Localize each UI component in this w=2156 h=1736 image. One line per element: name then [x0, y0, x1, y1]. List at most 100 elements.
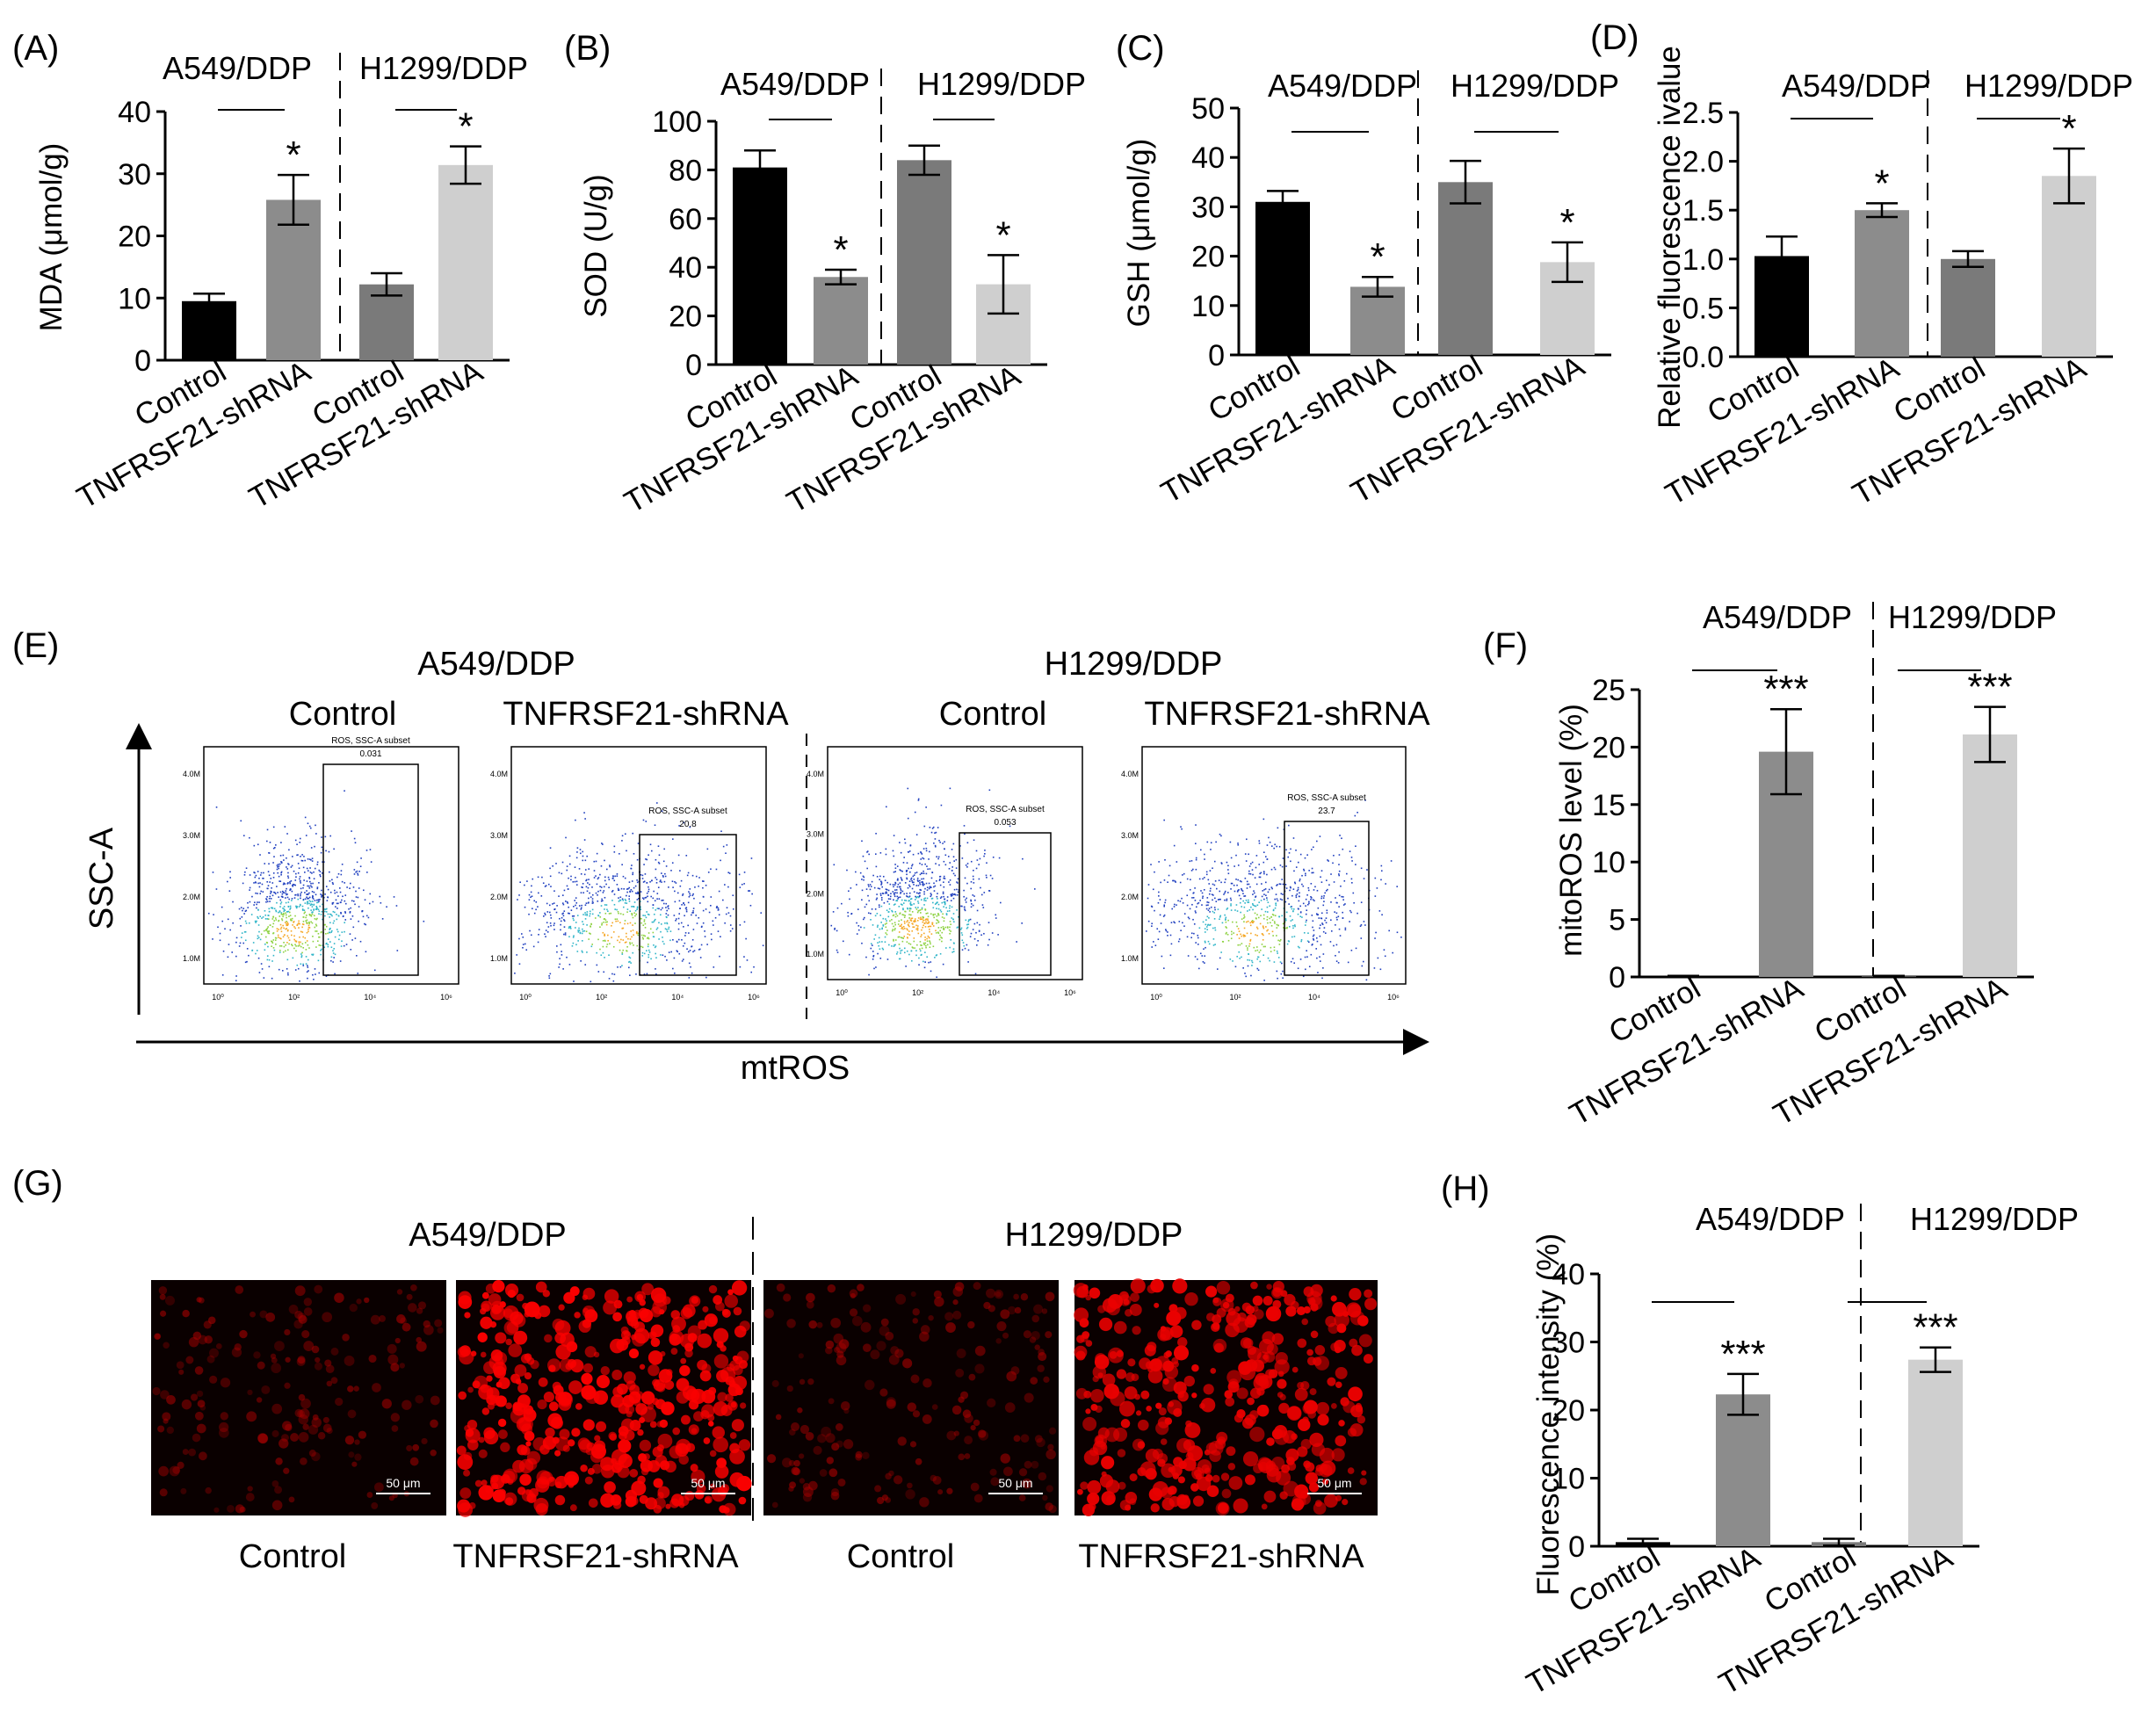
flow-event-dot [1279, 940, 1281, 942]
flow-event-dot [1343, 879, 1346, 882]
cell-signal [650, 1337, 661, 1348]
flow-event-dot [334, 889, 336, 892]
flow-event-dot [1225, 916, 1227, 919]
flow-event-dot [943, 875, 945, 878]
flow-event-dot [925, 913, 928, 915]
cell-signal [623, 1371, 636, 1385]
flow-event-dot [885, 891, 887, 893]
flow-event-dot [599, 948, 601, 951]
flow-event-dot [1177, 940, 1180, 943]
flow-event-dot [259, 893, 262, 894]
flow-event-dot [1319, 835, 1321, 837]
flow-event-dot [599, 926, 601, 929]
cell-signal [330, 1347, 339, 1356]
cell-signal [631, 1334, 637, 1341]
flow-event-dot [1281, 879, 1283, 880]
flow-event-dot [611, 937, 612, 938]
flow-event-dot [676, 892, 679, 894]
flow-x-tick: 10⁶ [1387, 993, 1400, 1002]
cell-signal [584, 1346, 597, 1358]
flow-event-dot [1259, 876, 1262, 879]
flow-event-dot [566, 956, 568, 958]
cell-signal [480, 1351, 487, 1358]
flow-event-dot [1206, 841, 1209, 843]
flow-event-dot [609, 943, 611, 945]
flow-event-dot [900, 937, 902, 939]
flow-event-dot [646, 892, 648, 894]
cell-signal [209, 1375, 218, 1384]
flow-event-dot [271, 940, 273, 943]
flow-event-dot [1274, 922, 1276, 924]
flow-event-dot [298, 920, 300, 922]
cell-signal [1042, 1494, 1048, 1501]
flow-event-dot [923, 891, 925, 893]
flow-event-dot [636, 881, 639, 884]
flow-event-dot [315, 946, 317, 948]
flow-event-dot [530, 896, 532, 898]
flow-event-dot [295, 905, 297, 908]
flow-event-dot [1191, 897, 1193, 899]
flow-event-dot [242, 835, 245, 836]
cell-signal [1090, 1403, 1098, 1411]
flow-event-dot [268, 930, 271, 932]
flow-event-dot [1299, 905, 1301, 908]
flow-event-dot [961, 934, 964, 936]
flow-event-dot [966, 923, 968, 926]
flow-event-dot [338, 934, 341, 937]
flow-event-dot [625, 900, 627, 901]
flow-event-dot [329, 871, 330, 873]
cell-signal [1277, 1378, 1287, 1389]
cell-signal [912, 1308, 920, 1316]
flow-event-dot [292, 856, 293, 857]
flow-event-dot [870, 912, 872, 915]
flow-event-dot [1276, 923, 1278, 926]
cell-signal [559, 1358, 574, 1372]
flow-event-dot [902, 937, 905, 939]
flow-event-dot [879, 957, 882, 959]
cell-signal [1187, 1445, 1204, 1462]
flow-event-dot [645, 821, 648, 822]
flow-event-dot [1219, 898, 1220, 901]
flow-event-dot [1244, 902, 1246, 904]
flow-event-dot [682, 944, 684, 947]
cell-signal [1183, 1375, 1195, 1387]
flow-event-dot [280, 901, 283, 903]
flow-event-dot [642, 937, 644, 940]
flow-event-dot [537, 906, 539, 908]
cell-signal [271, 1429, 279, 1437]
cell-signal [1317, 1414, 1329, 1426]
flow-event-dot [1202, 897, 1204, 899]
flow-event-dot [1327, 859, 1328, 861]
cell-signal [166, 1394, 176, 1405]
flow-event-dot [369, 893, 372, 895]
flow-event-dot [561, 954, 563, 956]
flow-event-dot [951, 951, 953, 953]
flow-event-dot [1193, 922, 1196, 925]
flow-event-dot [1281, 865, 1284, 868]
flow-event-dot [924, 942, 927, 944]
flow-event-dot [674, 890, 676, 893]
flow-event-dot [973, 899, 976, 901]
flow-event-dot [1251, 959, 1253, 962]
flow-event-dot [295, 893, 297, 896]
flow-event-dot [273, 908, 276, 910]
cell-signal [865, 1379, 875, 1391]
flow-event-dot [674, 901, 676, 903]
flow-event-dot [272, 947, 275, 949]
cell-signal [910, 1291, 916, 1298]
flow-event-dot [1273, 847, 1275, 850]
flow-event-dot [1295, 850, 1297, 851]
flow-event-dot [1286, 927, 1288, 929]
flow-event-dot [954, 893, 957, 896]
flow-event-dot [626, 950, 628, 952]
flow-event-dot [894, 884, 896, 886]
flow-event-dot [1236, 891, 1239, 893]
flow-event-dot [1342, 899, 1344, 901]
flow-event-dot [613, 903, 616, 906]
y-tick-label: 40 [669, 251, 702, 285]
flow-event-dot [1260, 915, 1262, 917]
cell-signal [876, 1341, 886, 1351]
flow-event-dot [644, 922, 647, 925]
flow-event-dot [965, 864, 967, 866]
flow-event-dot [913, 940, 915, 943]
